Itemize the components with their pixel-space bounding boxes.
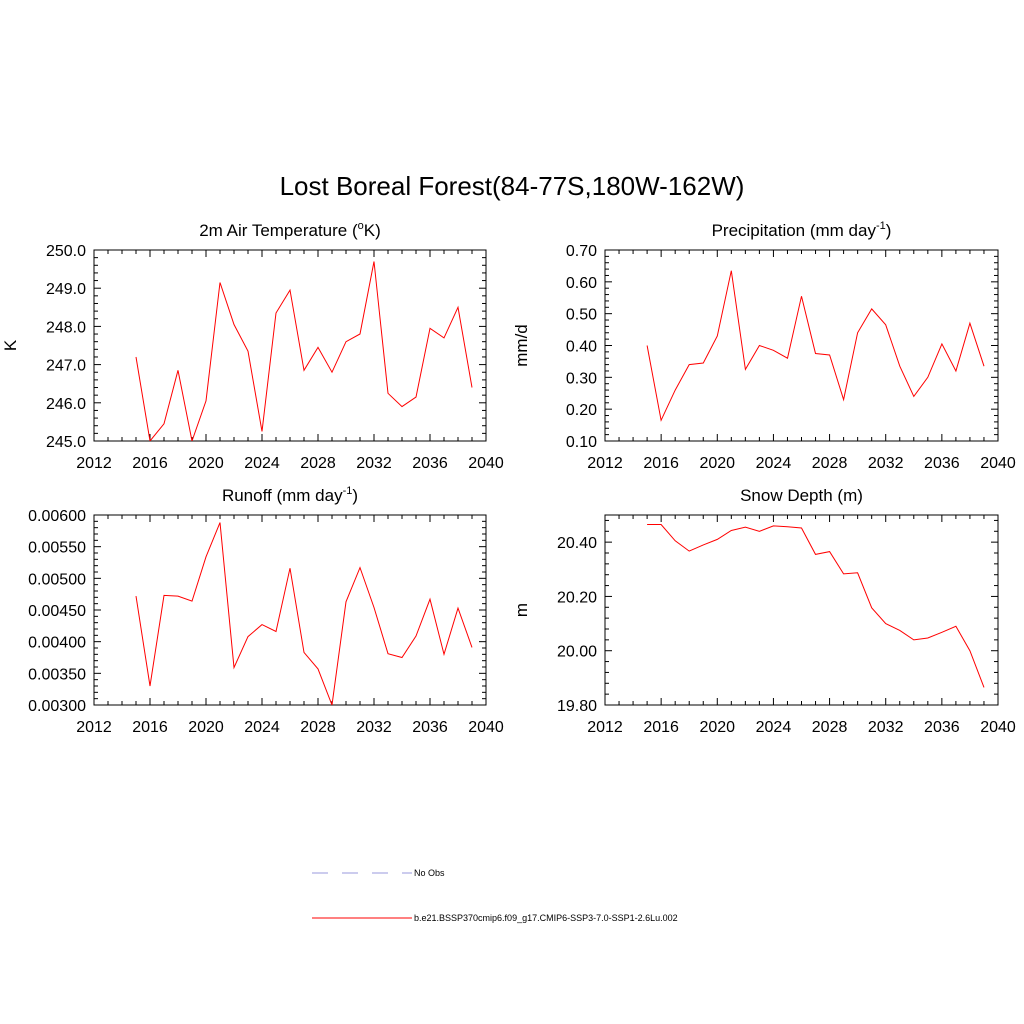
y-tick-label: 0.50 [566, 307, 597, 324]
x-tick-label: 2040 [468, 719, 504, 736]
x-tick-label: 2032 [868, 719, 904, 736]
y-tick-label: 0.00550 [28, 540, 86, 557]
x-tick-label: 2012 [587, 719, 623, 736]
x-tick-label: 2012 [76, 719, 112, 736]
y-axis-label: K [1, 339, 20, 351]
y-tick-label: 0.40 [566, 339, 597, 356]
chart-title: Precipitation (mm day-1) [712, 220, 892, 240]
y-tick-label: 0.20 [566, 402, 597, 419]
y-tick-label: 0.60 [566, 275, 597, 292]
x-tick-label: 2020 [699, 719, 735, 736]
legend: No Obs b.e21.BSSP370cmip6.f09_g17.CMIP6-… [312, 868, 678, 923]
chart-precipitation: Precipitation (mm day-1) mm/d 2012 2016 2020… [512, 220, 1016, 472]
y-tick-label: 19.80 [557, 698, 597, 715]
y-tick-label: 0.00300 [28, 698, 86, 715]
x-tick-label: 2028 [812, 455, 848, 472]
series-line-runoff [135, 522, 473, 705]
x-tick-label: 2024 [244, 719, 280, 736]
x-tick-label: 2016 [643, 719, 679, 736]
plot-frame [604, 514, 999, 706]
x-tick-label: 2032 [356, 455, 392, 472]
chart-runoff: Runoff (mm day-1) 2012 2016 2020 2024 2028 203… [28, 485, 504, 736]
y-tick-label: 0.00450 [28, 603, 86, 620]
x-tick-label: 2032 [356, 719, 392, 736]
y-axis-label: mm/d [512, 324, 531, 367]
x-tick-label: 2024 [244, 455, 280, 472]
x-tick-label: 2036 [412, 719, 448, 736]
y-tick-label: 0.00600 [28, 508, 86, 525]
chart-panels: 2m Air Temperature (oK) K 2012 2016 2020 2024… [1, 220, 1016, 736]
legend-obs-label: No Obs [414, 868, 445, 878]
plot-frame [604, 249, 999, 442]
x-tick-label: 2040 [468, 455, 504, 472]
y-tick-label: 246.0 [46, 396, 86, 413]
x-tick-label: 2012 [76, 455, 112, 472]
x-tick-label: 2016 [643, 455, 679, 472]
x-tick-label: 2012 [587, 455, 623, 472]
chart-title: Runoff (mm day-1) [222, 485, 358, 505]
y-tick-label: 20.00 [557, 644, 597, 661]
page-title: Lost Boreal Forest(84-77S,180W-162W) [280, 171, 745, 201]
series-line-temperature [135, 261, 473, 441]
chart-title: Snow Depth (m) [740, 486, 863, 505]
legend-model-label: b.e21.BSSP370cmip6.f09_g17.CMIP6-SSP3-7.… [414, 913, 678, 923]
plot-frame [93, 249, 487, 442]
x-tick-label: 2028 [300, 719, 336, 736]
y-tick-label: 247.0 [46, 358, 86, 375]
x-tick-label: 2040 [980, 719, 1016, 736]
x-tick-label: 2036 [924, 719, 960, 736]
x-tick-label: 2028 [812, 719, 848, 736]
y-tick-label: 20.40 [557, 535, 597, 552]
y-tick-label: 248.0 [46, 319, 86, 336]
y-tick-label: 0.00500 [28, 571, 86, 588]
x-tick-label: 2016 [132, 719, 168, 736]
y-tick-label: 0.00400 [28, 635, 86, 652]
x-tick-label: 2028 [300, 455, 336, 472]
x-tick-label: 2024 [756, 455, 792, 472]
y-tick-label: 0.70 [566, 243, 597, 260]
x-tick-label: 2020 [188, 719, 224, 736]
chart-title: 2m Air Temperature (oK) [199, 220, 381, 240]
x-tick-label: 2036 [924, 455, 960, 472]
x-tick-label: 2036 [412, 455, 448, 472]
chart-snow-depth: Snow Depth (m) m 2012 2016 2020 2024 2028 2032 2… [512, 486, 1016, 736]
x-tick-label: 2020 [188, 455, 224, 472]
y-axis-label: m [512, 603, 531, 617]
plot-frame [93, 514, 487, 706]
x-tick-label: 2024 [756, 719, 792, 736]
y-tick-label: 250.0 [46, 243, 86, 260]
x-tick-label: 2020 [699, 455, 735, 472]
x-tick-label: 2040 [980, 455, 1016, 472]
series-line-precipitation [646, 270, 985, 422]
y-tick-label: 0.00350 [28, 666, 86, 683]
y-tick-label: 0.10 [566, 434, 597, 451]
y-tick-label: 0.30 [566, 370, 597, 387]
y-tick-label: 245.0 [46, 434, 86, 451]
x-tick-label: 2032 [868, 455, 904, 472]
y-tick-label: 249.0 [46, 281, 86, 298]
chart-temperature: 2m Air Temperature (oK) K 2012 2016 2020 2024… [1, 220, 504, 472]
series-line-snow-depth [647, 524, 985, 688]
y-tick-label: 20.20 [557, 589, 597, 606]
x-tick-label: 2016 [132, 455, 168, 472]
